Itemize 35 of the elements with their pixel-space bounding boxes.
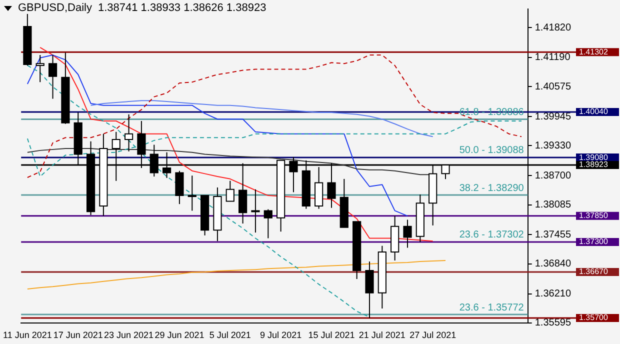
x-tick-label: 15 Jul 2021 [308,330,355,340]
chart-subtitle: 1.38741 1.38933 1.38626 1.38923 [98,2,266,14]
y-tick-label: 1.40575 [534,81,572,92]
x-tick-label: 11 Jun 2021 [2,330,52,340]
ref-line-label: 1.38923 [579,160,608,170]
y-tick-label: 1.39945 [534,111,572,122]
ref-line-label: 1.36670 [579,267,608,276]
y-tick-label: 1.38700 [534,170,572,182]
x-tick-label: 17 Jun 2021 [53,330,103,340]
chart-title: GBPUSD,Daily [18,2,92,14]
line-series [26,54,522,178]
ref-line-label: 1.37300 [579,237,608,246]
x-tick-label: 23 Jun 2021 [104,330,154,340]
annotation: 23.6 - 1.35772 [459,302,524,314]
annotation: 50.0 - 1.39088 [459,144,524,156]
annotation: 23.6 - 1.37302 [459,230,524,241]
annotation: 38.2 - 1.38290 [459,182,524,194]
y-tick-label: 1.38085 [534,200,572,211]
x-tick-label: 27 Jul 2021 [410,330,456,340]
y-tick-label: 1.41820 [534,22,572,34]
y-tick-label: 1.35595 [534,318,572,329]
ref-line-label: 1.37850 [579,211,608,220]
ref-line-label: 1.40040 [579,107,608,116]
x-tick-label: 21 Jul 2021 [358,330,406,340]
ref-line-label: 1.41302 [579,47,608,56]
y-tick-label: 1.39330 [534,140,572,152]
ref-line-label: 1.39080 [579,152,608,162]
x-tick-label: 29 Jun 2021 [154,330,204,340]
ref-line-label: 1.35700 [579,313,608,322]
y-tick-label: 1.36840 [534,258,572,270]
y-tick-label: 1.41190 [534,52,571,64]
x-tick-label: 5 Jul 2021 [209,330,251,340]
y-tick-label: 1.36210 [534,288,572,300]
y-tick-label: 1.37455 [534,229,572,240]
x-tick-label: 9 Jul 2021 [260,330,302,340]
